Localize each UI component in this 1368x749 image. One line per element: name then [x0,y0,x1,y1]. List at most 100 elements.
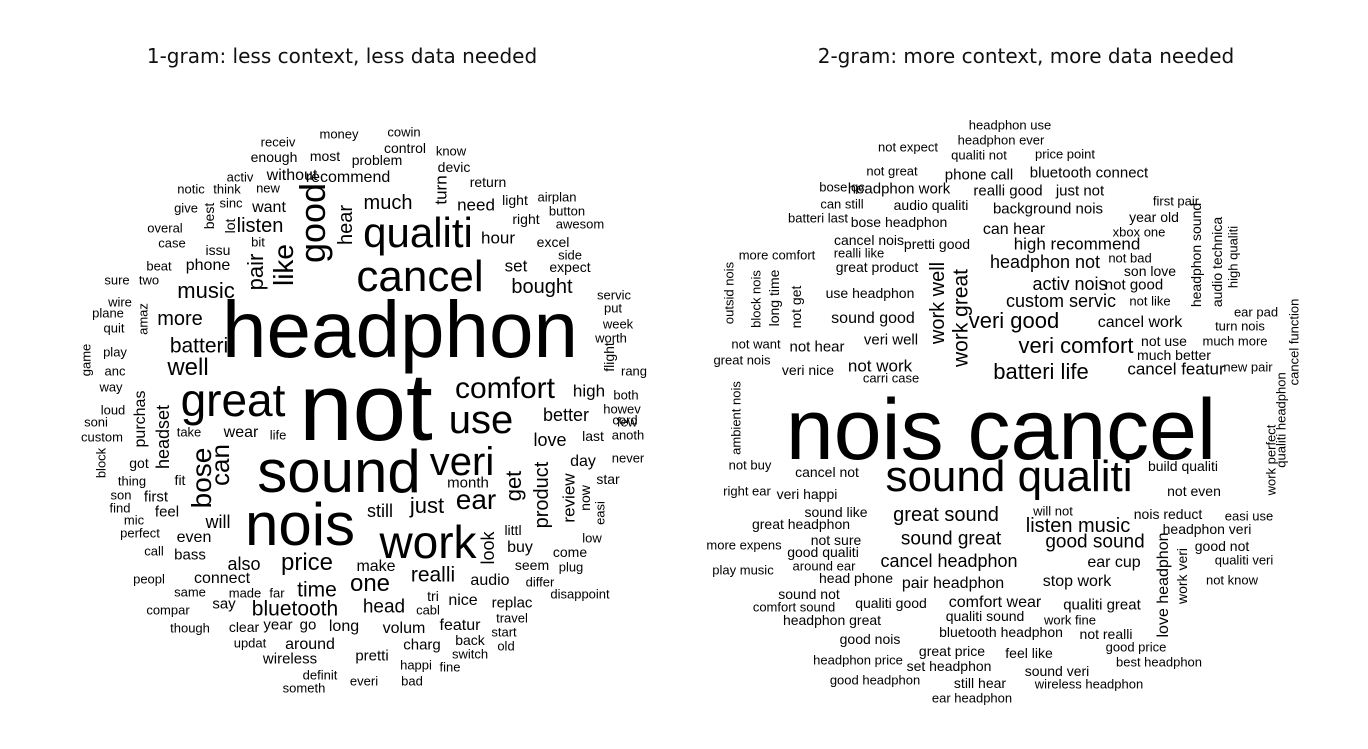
word-seem: seem [514,557,550,573]
word-not-get: not get [788,285,804,329]
word-happi: happi [400,657,432,673]
word-side: side [558,247,582,263]
word-week: week [602,316,634,332]
word-qualiti-great: qualiti great [1063,596,1141,614]
word-great-nois: great nois [713,352,771,368]
word-compar: compar [146,602,190,618]
unigram-title: 1-gram: less context, less data needed [146,44,538,68]
word-batteri-last: batteri last [788,210,848,226]
word-sound-good: sound good [831,310,915,327]
word-loud: loud [100,402,126,418]
word-disappoint: disappoint [550,586,610,602]
word-new: new [256,180,280,196]
word-plug: plug [558,559,584,575]
word-nice: nice [448,592,478,609]
word-best-headphon: best headphon [1115,654,1203,670]
word-old: old [497,638,515,654]
word-cancel-nois: cancel nois [833,232,905,248]
word-listen: listen [236,215,284,237]
word-never: never [611,450,645,466]
word-will: will [205,512,231,532]
word-just: just [409,493,445,518]
word-headphon-price: headphon price [813,652,903,668]
word-feel-like: feel like [1005,645,1053,661]
word-now: now [577,485,593,511]
word-go: go [299,616,317,634]
word-fit: fit [174,472,186,488]
word-long: long [328,618,360,635]
word-lot: lot [222,218,238,234]
word-work-well: work well [927,261,949,345]
word-think: think [213,181,241,197]
word-switch: switch [451,646,489,662]
word-veri-happi: veri happi [776,486,838,502]
word-month: month [447,474,489,492]
word-travel: travel [496,610,528,626]
word-sound-like: sound like [804,504,868,520]
word-find: find [109,500,131,516]
word-listen-music: listen music [1025,515,1131,537]
word-son: son [110,487,132,503]
word-headphon-work: headphon work [847,180,951,198]
word-veri-well: veri well [863,331,919,349]
word-got: got [129,455,149,471]
word-cancel-headphon: cancel headphon [880,551,1018,571]
word-recommend: recommend [305,169,391,186]
word-airplan: airplan [537,189,577,205]
word-price: price [280,549,334,576]
word-featur: featur [439,617,481,634]
word-qualiti-good: qualiti good [855,595,927,611]
word-know: know [435,143,467,159]
word-much: much [363,192,413,214]
word-turn-nois: turn nois [1215,318,1265,334]
word-not-good: not good [1104,276,1164,294]
word-though: though [170,620,210,636]
word-audio: audio [470,572,510,589]
word-great-product: great product [835,259,919,275]
word-feel: feel [154,503,180,521]
word-good-not: good not [1194,538,1250,554]
word-ear: ear [455,484,497,515]
word-high-qualiti: high qualiti [1225,225,1241,289]
word-pair-headphon: pair headphon [901,575,1005,592]
word-perfect: perfect [120,525,160,541]
word-someth: someth [282,680,326,696]
word-headphon-not: headphon not [989,252,1101,272]
word-easi-use: easi use [1224,508,1274,524]
word-ambient-nois: ambient nois [728,381,744,455]
word-enough: enough [250,149,298,165]
word-high: high [572,381,606,401]
word-great: great [180,374,286,426]
word-bought: bought [511,276,573,298]
word-not: not [299,354,433,461]
word-more-expens: more expens [706,537,782,553]
word-few: few [616,414,638,430]
word-flight: flight [601,342,617,372]
word-still: still [367,501,393,521]
word-not-even: not even [1167,483,1221,499]
word-last: last [582,428,604,444]
word-thing: thing [117,473,147,489]
word-life: life [269,427,287,443]
unigram-panel: 1-gram: less context, less data needed n… [79,44,648,696]
word-build-qualiti: build qualiti [1147,458,1219,474]
word-money: money [319,126,359,142]
word-custom-servic: custom servic [1005,291,1117,311]
word-give: give [174,200,198,216]
word-work-fine: work fine [1043,612,1097,628]
word-bose-headphon: bose headphon [850,214,948,230]
word-qualiti-veri: qualiti veri [1214,552,1274,568]
word-anoth: anoth [611,427,645,443]
word-work-perfect: work perfect [1263,424,1279,496]
word-great-headphon: great headphon [751,516,851,532]
word-much-more: much more [1202,333,1268,349]
word-first-pair: first pair [1152,193,1200,209]
word-pair: pair [243,253,268,291]
word-background-nois: background nois [992,200,1104,218]
word-veri: veri [429,440,495,484]
word-beat: beat [146,258,172,274]
word-sound-qualiti: sound qualiti [885,452,1133,501]
word-also: also [227,554,261,574]
word-play: play [103,344,127,360]
word-realli: realli [410,563,456,587]
